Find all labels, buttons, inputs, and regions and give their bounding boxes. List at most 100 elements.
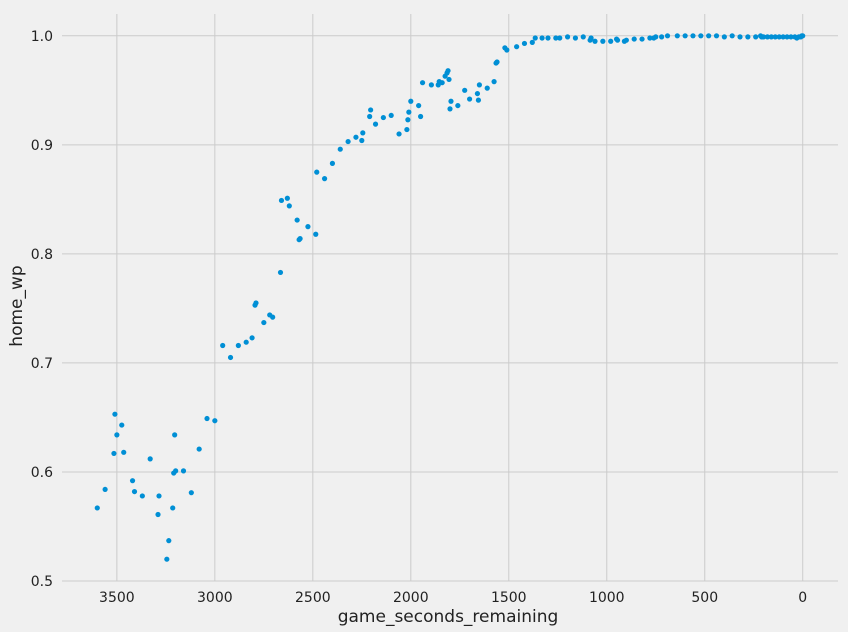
scatter-point	[784, 34, 790, 40]
scatter-point	[235, 342, 241, 349]
scatter-point	[491, 79, 497, 85]
x-tick-label: 0	[798, 590, 807, 606]
scatter-point	[760, 34, 767, 40]
scatter-point	[545, 35, 551, 41]
scatter-point	[321, 176, 328, 182]
scatter-point	[368, 107, 374, 113]
scatter-point	[706, 33, 712, 39]
scatter-point	[572, 35, 579, 41]
scatter-point	[447, 106, 453, 112]
scatter-point	[494, 59, 500, 65]
scatter-point	[147, 456, 153, 462]
scatter-point	[286, 203, 292, 209]
y-axis-title: home_wp	[7, 265, 27, 346]
scatter-point	[345, 138, 351, 145]
scatter-point	[367, 113, 373, 120]
scatter-point	[337, 146, 343, 152]
scatter-point	[172, 432, 178, 438]
x-tick-label: 1500	[491, 590, 527, 606]
scatter-point	[418, 113, 424, 120]
scatter-point	[532, 35, 538, 41]
scatter-point	[600, 38, 606, 44]
scatter-point	[647, 35, 653, 41]
scatter-point	[196, 446, 202, 452]
scatter-point	[608, 38, 614, 44]
scatter-point	[121, 449, 127, 455]
scatter-point	[249, 335, 255, 341]
y-tick-label: 1.0	[31, 29, 53, 45]
scatter-point	[504, 47, 510, 53]
x-tick-label: 2000	[393, 590, 429, 606]
scatter-point	[419, 80, 426, 86]
scatter-point	[713, 33, 720, 39]
scatter-point	[753, 34, 759, 40]
scatter-point	[653, 34, 659, 40]
scatter-point	[212, 418, 218, 424]
scatter-point	[405, 117, 411, 123]
scatter-point	[462, 87, 468, 93]
x-tick-labels: 3500 3000 2500 2000 1500 1000 500 0	[99, 590, 807, 606]
scatter-point	[476, 82, 482, 88]
scatter-point	[380, 114, 386, 121]
scatter-point	[360, 130, 366, 136]
scatter-point	[439, 80, 445, 86]
scatter-point	[188, 490, 194, 496]
scatter-point	[475, 97, 482, 103]
scatter-point	[111, 450, 117, 457]
scatter-point	[592, 38, 598, 44]
scatter-point	[220, 342, 226, 349]
x-gridlines	[116, 14, 804, 581]
scatter-point	[664, 33, 671, 39]
scatter-point	[780, 34, 786, 40]
y-tick-label: 0.9	[31, 138, 53, 154]
scatter-point	[776, 34, 782, 40]
scatter-point	[294, 217, 300, 223]
scatter-point	[484, 85, 490, 91]
x-tick-label: 3500	[99, 590, 135, 606]
scatter-point	[445, 68, 451, 74]
scatter-point	[278, 197, 285, 204]
scatter-point	[372, 121, 379, 127]
scatter-point	[129, 478, 136, 484]
scatter-point	[690, 33, 696, 39]
scatter-point	[253, 300, 259, 306]
data-points	[94, 33, 806, 562]
scatter-point	[788, 34, 794, 40]
scatter-point	[139, 493, 145, 499]
scatter-point	[270, 314, 276, 320]
scatter-point	[614, 37, 621, 43]
scatter-point	[297, 236, 303, 242]
scatter-point	[588, 35, 594, 41]
scatter-point	[408, 98, 414, 104]
scatter-point	[428, 82, 434, 88]
scatter-point	[659, 34, 665, 40]
scatter-point	[721, 34, 727, 40]
scatter-point	[406, 109, 412, 115]
scatter-point	[277, 269, 284, 276]
scatter-point	[329, 160, 336, 166]
scatter-point	[284, 195, 290, 201]
scatter-point	[204, 415, 210, 422]
y-tick-label: 0.6	[31, 465, 53, 481]
scatter-point	[404, 126, 410, 133]
scatter-point	[514, 44, 520, 50]
y-tick-label: 0.7	[31, 356, 53, 372]
scatter-point	[466, 96, 473, 102]
scatter-point	[156, 493, 162, 499]
scatter-point	[170, 505, 176, 511]
scatter-point	[114, 432, 120, 438]
scatter-point	[737, 34, 743, 40]
scatter-point	[674, 33, 680, 39]
scatter-point	[353, 134, 359, 140]
scatter-point	[529, 39, 535, 45]
scatter-point	[173, 468, 179, 474]
scatter-point	[94, 505, 100, 511]
scatter-point	[155, 511, 161, 518]
scatter-point	[180, 468, 187, 474]
scatter-point	[359, 137, 365, 144]
scatter-point	[521, 40, 528, 47]
scatter-point	[166, 538, 172, 544]
x-tick-label: 1000	[589, 590, 625, 606]
scatter-point	[698, 33, 704, 39]
